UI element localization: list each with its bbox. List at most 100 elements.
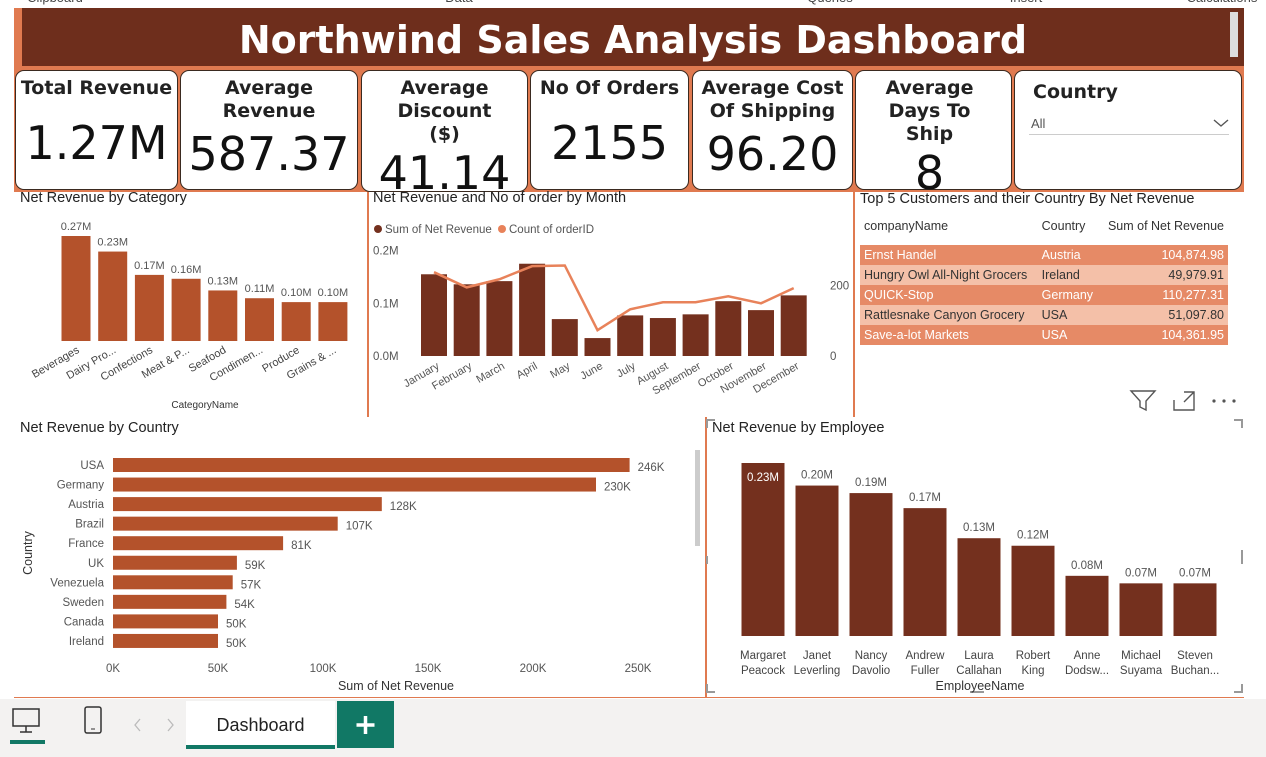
label: 0.13M xyxy=(963,522,995,534)
x-tick-label: Laura Callahan xyxy=(956,650,1001,677)
card-value: 1.27M xyxy=(25,115,168,170)
bar xyxy=(421,274,447,356)
bar xyxy=(741,463,785,636)
card-value: 587.37 xyxy=(188,127,350,181)
line xyxy=(433,264,795,332)
filter-icon[interactable] xyxy=(1129,390,1157,412)
x-tick-label: Anne Dodsw... xyxy=(1065,650,1109,677)
label: 0.10M xyxy=(318,287,349,299)
chevron-icon xyxy=(1213,119,1229,127)
bar xyxy=(682,314,709,356)
label: EmployeeName xyxy=(936,679,1025,693)
bar xyxy=(1119,583,1163,636)
selection-frame xyxy=(706,419,1243,693)
label: 0.16M xyxy=(171,264,202,276)
cell: Austria xyxy=(1041,248,1081,262)
mobile-view-icon[interactable] xyxy=(82,705,106,737)
label: 0.07M xyxy=(1179,567,1211,579)
bar xyxy=(1173,583,1217,636)
card-label: Average Revenue xyxy=(222,77,316,122)
table-row: Rattlesnake Canyon Grocery USA 51,097.80 xyxy=(860,305,1228,325)
label: 0.11M xyxy=(245,283,275,295)
page-tab[interactable]: Dashboard xyxy=(186,701,335,749)
label: April xyxy=(515,360,540,381)
label: 107K xyxy=(346,521,373,533)
table-row: QUICK-Stop Germany 110,277.31 xyxy=(860,285,1228,305)
card-value: 2155 xyxy=(550,115,669,170)
cell: 110,277.31 xyxy=(1162,288,1224,302)
tab-scroll-arrows[interactable] xyxy=(130,715,180,735)
more-options-icon[interactable] xyxy=(1212,399,1236,403)
bar xyxy=(903,508,947,636)
bar xyxy=(957,538,1001,636)
table-row: Save-a-lot Markets USA 104,361.95 xyxy=(860,325,1228,345)
label: 0K xyxy=(106,663,120,675)
focus-mode-icon[interactable] xyxy=(1173,391,1195,411)
bar xyxy=(519,263,546,356)
bar xyxy=(795,485,839,636)
x-tick-label: Janet Leverling xyxy=(794,650,841,677)
label: 230K xyxy=(604,482,631,494)
x-tick-label: Nancy Davolio xyxy=(852,650,890,677)
label: Net Revenue by Category xyxy=(20,190,188,206)
visual-header-icons xyxy=(1129,390,1236,412)
label: 59K xyxy=(245,560,266,572)
bar xyxy=(208,290,238,341)
label: Queries xyxy=(807,0,853,5)
label: 200 xyxy=(830,280,849,292)
label: Sweden xyxy=(62,597,104,609)
cell: 104,874.98 xyxy=(1161,248,1224,262)
add-page-button[interactable] xyxy=(337,701,394,748)
label: 100K xyxy=(310,663,337,675)
label: 0.19M xyxy=(855,477,887,489)
kpi-card: No Of Orders 2155 xyxy=(530,70,689,190)
label: Country xyxy=(21,530,35,575)
column-header: Sum of Net Revenue xyxy=(1107,219,1224,233)
kpi-card: Average Discount ($) 41.14 xyxy=(361,70,528,200)
bar xyxy=(486,281,513,356)
card-label: Average Days To Ship xyxy=(885,77,974,145)
label: 50K xyxy=(226,638,247,650)
bar xyxy=(649,318,676,356)
x-tick-label: Robert King xyxy=(1016,650,1051,677)
label: Canada xyxy=(64,616,105,628)
legend-marker xyxy=(374,225,382,233)
label: Clipboard xyxy=(27,0,83,5)
label: 57K xyxy=(241,579,262,591)
card-value: 41.14 xyxy=(378,146,511,200)
bar xyxy=(617,315,644,356)
label: France xyxy=(68,538,104,550)
bar xyxy=(113,614,218,629)
label: 0.23M xyxy=(747,472,779,484)
cell: Rattlesnake Canyon Grocery xyxy=(864,308,1025,322)
bar xyxy=(453,284,480,356)
card-label: No Of Orders xyxy=(539,77,680,99)
desktop-view-icon[interactable] xyxy=(10,707,46,747)
label: 0.17M xyxy=(909,492,941,504)
label: June xyxy=(578,360,605,382)
label: 0.07M xyxy=(1125,567,1157,579)
tab-bar: Dashboard xyxy=(0,699,1266,757)
x-tick-label: Margaret Peacock xyxy=(740,650,787,677)
label: 0 xyxy=(830,351,836,363)
card-value: 8 xyxy=(914,146,945,200)
kpi-card: Average Revenue 587.37 xyxy=(180,70,358,190)
bar xyxy=(780,295,807,356)
bar xyxy=(715,301,742,356)
slicer-dropdown[interactable]: All xyxy=(1029,112,1229,135)
panel xyxy=(855,192,1244,417)
label: UK xyxy=(88,558,104,570)
label: 128K xyxy=(390,501,417,513)
cell: USA xyxy=(1041,308,1068,322)
label: May xyxy=(548,360,572,381)
column-header: companyName xyxy=(864,219,949,233)
kpi-card: Average Cost Of Shipping 96.20 xyxy=(692,70,853,190)
card-label: Average Cost Of Shipping xyxy=(701,77,844,122)
cell: 51,097.80 xyxy=(1168,308,1224,322)
label: 81K xyxy=(291,540,312,552)
label: Net Revenue and No of order by Month xyxy=(373,190,626,206)
label: USA xyxy=(80,460,104,472)
cell: Save-a-lot Markets xyxy=(864,328,969,342)
